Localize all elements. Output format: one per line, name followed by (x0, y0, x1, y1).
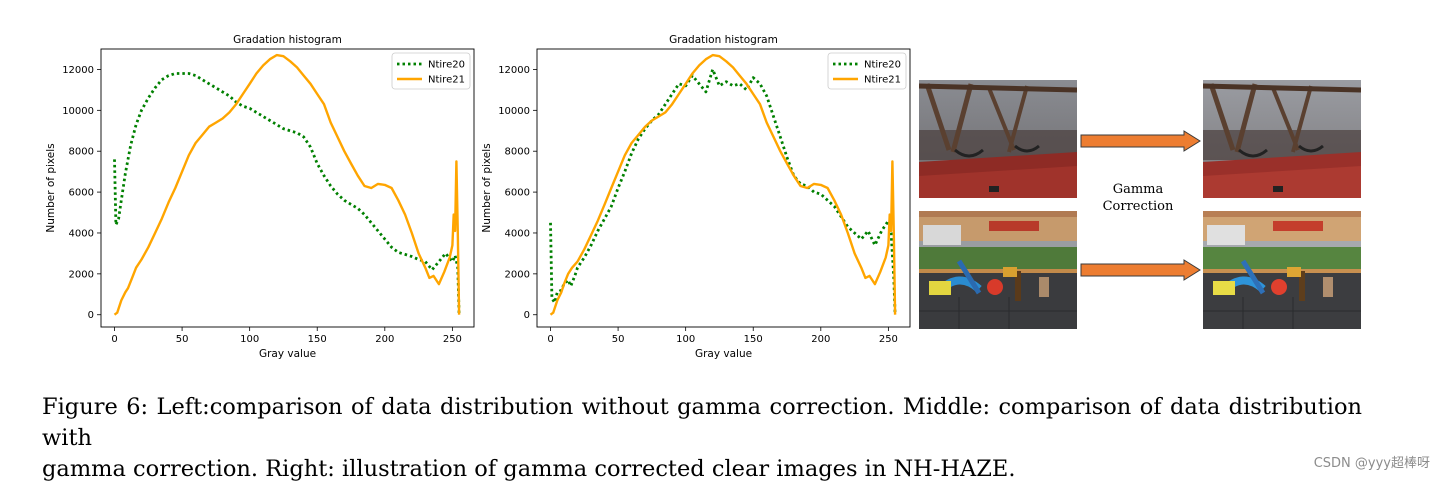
chart-1-ytick-label: 10000 (498, 106, 530, 117)
chart-0-ytick-label: 10000 (62, 106, 94, 117)
caption-line-2: gamma correction. Right: illustration of… (42, 456, 1016, 482)
chart-1-ytick-label: 0 (524, 310, 530, 321)
chart-1-series-ntire21 (549, 53, 897, 316)
chart-1-xlabel: Gray value (695, 348, 752, 360)
chart-0-series-ntire21 (113, 53, 461, 316)
photo-swings-corrected (1203, 80, 1361, 198)
chart-0-xtick-label: 50 (176, 334, 189, 345)
chart-1-xtick-label: 100 (676, 334, 695, 345)
chart-0-xlabel: Gray value (259, 348, 316, 360)
chart-1-ytick-label: 4000 (505, 228, 530, 239)
chart-1-axes-frame (536, 48, 911, 328)
photo-swings-hazy (919, 80, 1077, 198)
chart-0-ytick-label: 4000 (69, 228, 94, 239)
gamma-correction-label: Gamma Correction (1090, 181, 1186, 215)
chart-left: Gradation histogram 0 50 100 150 200 250 0 2000 4… (45, 34, 475, 360)
chart-0-xtick-label: 0 (111, 334, 117, 345)
chart-0-xtick-label: 150 (308, 334, 327, 345)
chart-0-xtick-label: 200 (375, 334, 394, 345)
chart-0-xtick-label: 100 (240, 334, 259, 345)
watermark: CSDN @yyy超棒呀 (1313, 456, 1430, 471)
chart-1-xtick-label: 200 (811, 334, 830, 345)
chart-1-xtick-label: 50 (612, 334, 625, 345)
chart-0-legend-label: Ntire21 (428, 75, 465, 86)
photo-playground-corrected (1203, 211, 1361, 329)
chart-1-xtick-label: 250 (879, 334, 898, 345)
arrow-top (1080, 130, 1201, 152)
chart-1-title: Gradation histogram (669, 34, 778, 46)
chart-1-legend-label: Ntire21 (864, 75, 901, 86)
chart-0-xtick-label: 250 (443, 334, 462, 345)
chart-0-ytick-label: 2000 (69, 269, 94, 280)
chart-1-ytick-label: 6000 (505, 188, 530, 199)
photo-playground-hazy (919, 211, 1077, 329)
chart-0-title: Gradation histogram (233, 34, 342, 46)
chart-1-legend-label: Ntire20 (864, 60, 901, 71)
gamma-label-line2: Correction (1102, 199, 1174, 214)
figure-caption: Figure 6: Left:comparison of data distri… (42, 392, 1362, 485)
chart-1-ylabel: Number of pixels (481, 143, 493, 232)
chart-middle: Gradation histogram 0 50 100 150 200 250 0 2000 4… (481, 34, 911, 360)
chart-1-xtick-label: 150 (744, 334, 763, 345)
chart-1-series-ntire20 (549, 68, 897, 315)
gamma-label-line1: Gamma (1112, 182, 1164, 197)
caption-line-1: Figure 6: Left:comparison of data distri… (42, 394, 1362, 451)
chart-1-xtick-label: 0 (547, 334, 553, 345)
chart-0-series-ntire20 (113, 72, 461, 315)
chart-0-ylabel: Number of pixels (45, 143, 57, 232)
chart-0-ytick-label: 0 (88, 310, 94, 321)
chart-1-ytick-label: 2000 (505, 269, 530, 280)
chart-0-ytick-label: 12000 (62, 65, 94, 76)
chart-0-legend-label: Ntire20 (428, 60, 465, 71)
chart-0-ytick-label: 6000 (69, 188, 94, 199)
chart-1-ytick-label: 12000 (498, 65, 530, 76)
chart-0-ytick-label: 8000 (69, 147, 94, 158)
chart-0-axes-frame (100, 48, 475, 328)
arrow-bottom (1080, 259, 1201, 281)
chart-1-ytick-label: 8000 (505, 147, 530, 158)
